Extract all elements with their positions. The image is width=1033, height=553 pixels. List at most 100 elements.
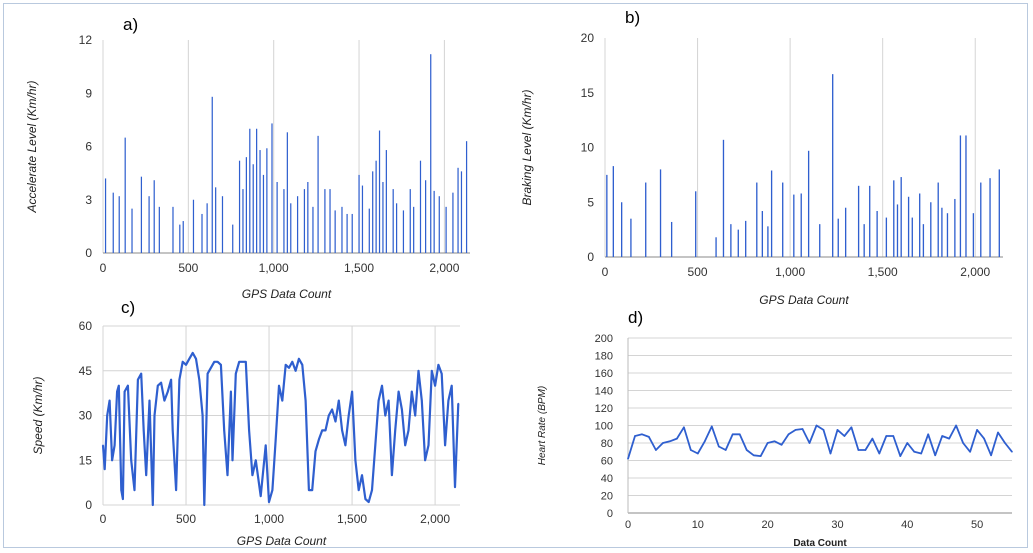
- data-point: [457, 402, 460, 405]
- data-point: [934, 454, 936, 457]
- bar: [937, 182, 939, 257]
- data-point: [198, 378, 201, 381]
- data-point: [710, 425, 713, 428]
- bar: [922, 224, 925, 257]
- panel-label: d): [628, 308, 643, 327]
- data-point: [268, 501, 270, 503]
- bar: [245, 157, 247, 253]
- bar: [276, 182, 278, 253]
- data-point: [371, 489, 373, 491]
- bar: [452, 192, 454, 253]
- bar: [211, 96, 213, 253]
- bar: [998, 169, 1000, 257]
- y-tick-label: 15: [581, 86, 595, 100]
- data-point: [145, 474, 147, 476]
- bar: [324, 189, 326, 253]
- bar: [392, 189, 394, 253]
- data-point: [421, 399, 423, 402]
- bar: [358, 174, 360, 253]
- data-point: [430, 369, 433, 372]
- x-tick-label: 1,500: [337, 512, 367, 526]
- y-tick-label: 80: [601, 438, 613, 450]
- data-point: [394, 429, 397, 432]
- bar: [242, 189, 244, 253]
- data-point: [440, 372, 443, 375]
- data-point: [284, 363, 287, 366]
- data-point: [116, 390, 118, 393]
- bar: [844, 207, 847, 257]
- series-line: [101, 351, 460, 507]
- bar: [793, 194, 795, 257]
- bar: [375, 160, 377, 253]
- data-point: [948, 437, 950, 440]
- bar: [782, 182, 784, 257]
- data-point: [153, 414, 156, 417]
- x-tick-label: 10: [692, 519, 704, 531]
- y-tick-label: 0: [85, 498, 92, 512]
- bar: [900, 177, 902, 257]
- data-point: [669, 440, 671, 443]
- bar: [252, 164, 254, 253]
- data-point: [450, 384, 453, 387]
- data-point: [1011, 450, 1013, 453]
- panel-label: b): [625, 8, 640, 27]
- y-axis-title: Accelerate Level (Km/hr): [25, 80, 39, 213]
- data-point: [301, 363, 304, 366]
- x-tick-label: 20: [762, 519, 774, 531]
- bar: [620, 202, 623, 257]
- data-point: [148, 399, 151, 402]
- data-point: [324, 429, 327, 432]
- y-tick-label: 160: [595, 368, 613, 380]
- data-point: [434, 384, 436, 387]
- data-point: [913, 450, 916, 453]
- data-point: [111, 459, 113, 462]
- bar: [715, 237, 717, 257]
- y-tick-label: 100: [595, 421, 613, 433]
- data-point: [188, 358, 191, 360]
- data-point: [407, 429, 410, 432]
- x-tick-label: 1,000: [775, 265, 805, 279]
- data-point: [140, 372, 142, 375]
- data-point: [163, 399, 166, 402]
- bar: [946, 213, 949, 257]
- bar: [206, 203, 208, 253]
- data-point: [156, 384, 159, 387]
- bar: [445, 206, 447, 253]
- bar: [118, 196, 120, 253]
- bar: [465, 141, 468, 253]
- data-point: [738, 433, 741, 436]
- data-point: [381, 384, 383, 387]
- x-tick-label: 2,000: [960, 265, 990, 279]
- data-point: [822, 429, 825, 431]
- bar: [266, 148, 268, 253]
- data-point: [892, 435, 895, 437]
- x-tick-label: 500: [688, 265, 708, 279]
- bar: [989, 178, 991, 257]
- data-point: [241, 361, 244, 363]
- data-point: [331, 408, 333, 411]
- x-tick-label: 40: [901, 519, 913, 531]
- data-point: [334, 420, 337, 423]
- data-point: [787, 433, 790, 436]
- bar: [262, 174, 265, 253]
- data-point: [773, 440, 776, 443]
- bar: [249, 128, 251, 253]
- bar: [256, 128, 258, 253]
- data-point: [354, 459, 357, 462]
- data-point: [195, 358, 197, 360]
- bar: [980, 182, 982, 257]
- chart-panel-1: a) 0 3 6 9 12 0 500 1,000 1,500 2,000 GPS Data Coun…: [25, 15, 470, 301]
- data-point: [815, 424, 818, 427]
- bar: [329, 189, 331, 253]
- bar: [201, 213, 203, 253]
- data-point: [235, 372, 237, 375]
- data-point: [731, 433, 734, 436]
- x-axis-title: Data Count: [793, 538, 847, 549]
- bar: [192, 199, 195, 253]
- data-point: [697, 452, 699, 455]
- data-point: [171, 429, 174, 432]
- y-tick-label: 120: [595, 403, 613, 415]
- bar: [140, 176, 143, 253]
- bar: [221, 196, 224, 253]
- data-point: [411, 390, 413, 393]
